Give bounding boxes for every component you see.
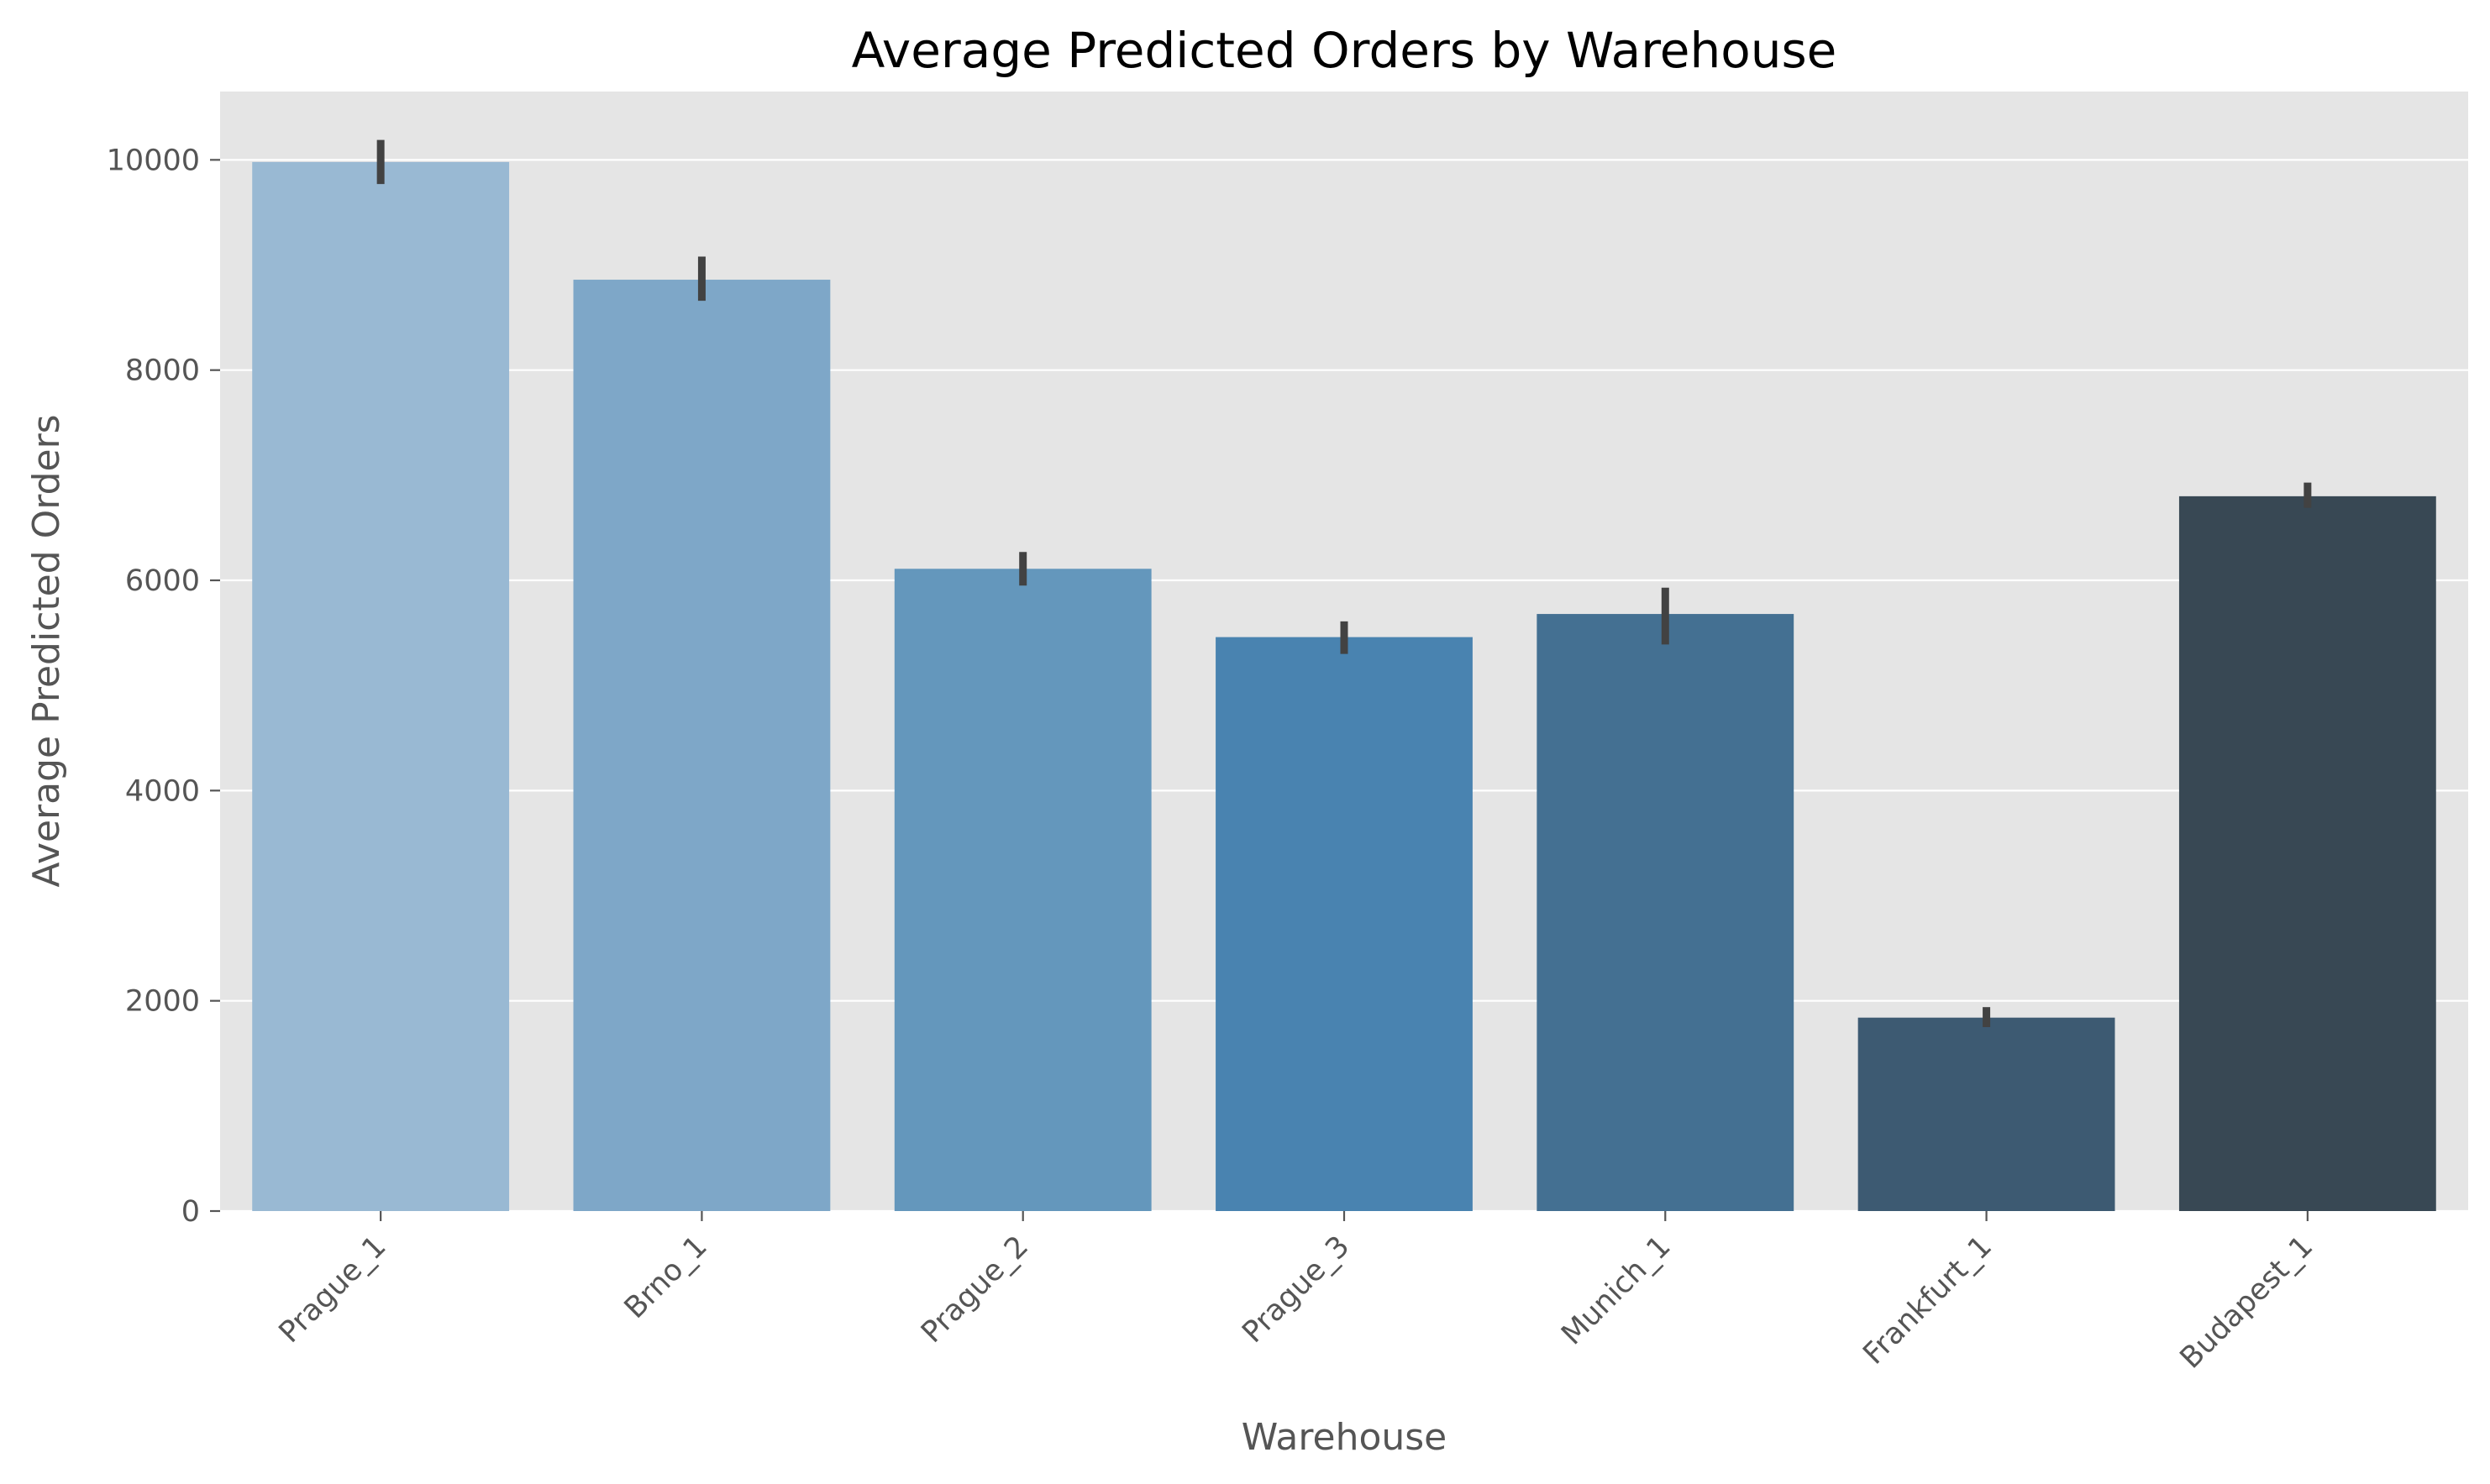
x-tick-label-Prague_3: Prague_3 xyxy=(1237,1230,1357,1350)
bars xyxy=(252,161,2436,1211)
y-tick-label-2: 4000 xyxy=(125,774,200,808)
y-tick-label-5: 10000 xyxy=(107,144,200,177)
y-tick-label-1: 2000 xyxy=(125,985,200,1019)
x-tick-label-Frankfurt_1: Frankfurt_1 xyxy=(1857,1230,1998,1371)
x-tick-label-Munich_1: Munich_1 xyxy=(1555,1230,1677,1351)
error-bars xyxy=(376,139,2312,1027)
x-tick-label-Brno_1: Brno_1 xyxy=(618,1230,714,1325)
bar-Brno_1 xyxy=(573,280,831,1211)
x-tick-label-Prague_1: Prague_1 xyxy=(273,1230,393,1350)
y-axis-label: Average Predicted Orders xyxy=(25,414,68,887)
chart-title: Average Predicted Orders by Warehouse xyxy=(852,22,1837,79)
x-tick-label-Budapest_1: Budapest_1 xyxy=(2174,1230,2319,1375)
bar-Munich_1 xyxy=(1537,614,1794,1211)
x-axis-label: Warehouse xyxy=(1242,1416,1447,1459)
y-tick-label-3: 6000 xyxy=(125,564,200,598)
y-tick-label-4: 8000 xyxy=(125,354,200,388)
x-axis: Prague_1 Brno_1 Prague_2 Prague_3 Munich_1 Fr… xyxy=(273,1211,2319,1376)
bar-Prague_2 xyxy=(894,569,1152,1211)
bar-Budapest_1 xyxy=(2178,496,2436,1211)
bar-Frankfurt_1 xyxy=(1857,1017,2115,1211)
bar-Prague_1 xyxy=(252,161,510,1211)
bar-Prague_3 xyxy=(1216,637,1473,1211)
x-tick-label-Prague_2: Prague_2 xyxy=(915,1230,1035,1350)
y-axis: 0 2000 4000 6000 8000 10000 xyxy=(107,144,220,1229)
y-tick-label-0: 0 xyxy=(181,1195,200,1229)
